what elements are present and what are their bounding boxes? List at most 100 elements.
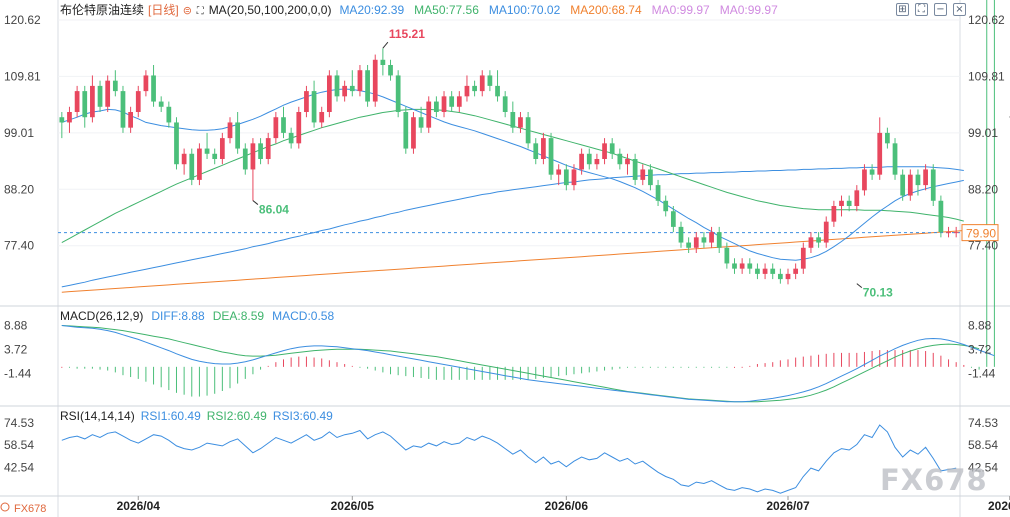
last-price-label: 79.90 xyxy=(966,227,996,241)
candle-body xyxy=(349,85,355,92)
macd-diff-line xyxy=(61,325,995,403)
candle-body xyxy=(403,112,409,149)
panel-toolbar: ⊞ ⛶ − × xyxy=(896,3,966,16)
rsi-tick-left: 74.53 xyxy=(4,416,34,430)
candle-body xyxy=(854,190,860,206)
fullscreen-icon[interactable]: ⛶ xyxy=(915,3,928,16)
candle-body xyxy=(342,85,348,97)
price-tick-left: 77.40 xyxy=(4,239,34,253)
price-tick-right: 77.40 xyxy=(968,239,998,253)
candle-body xyxy=(288,132,294,144)
candle-body xyxy=(281,117,286,133)
candle-body xyxy=(143,75,149,92)
macd-value-2: MACD:0.58 xyxy=(272,309,334,323)
candle-body xyxy=(441,96,447,112)
candle-body xyxy=(97,85,103,107)
candle-body xyxy=(472,85,477,92)
ma20-line xyxy=(61,88,964,261)
candle-body xyxy=(541,138,546,159)
candle-body xyxy=(701,237,707,243)
macd-value-0: DIFF:8.88 xyxy=(151,309,205,323)
candle-body xyxy=(632,159,638,180)
candle-body xyxy=(800,247,806,269)
rsi-tick-right: 58.54 xyxy=(968,438,998,452)
candle-body xyxy=(197,148,202,180)
candle-body xyxy=(693,237,699,248)
annotation-high: 115.21 xyxy=(389,27,425,41)
candle-body xyxy=(678,226,684,243)
candle-body xyxy=(625,159,630,165)
ma-label: MA(20,50,100,200,0,0) xyxy=(209,3,332,17)
candle-body xyxy=(395,75,401,112)
candle-body xyxy=(770,268,776,274)
candle-body xyxy=(579,153,584,170)
candle-body xyxy=(189,153,195,180)
candle-body xyxy=(411,117,416,149)
candle-body xyxy=(365,70,370,102)
price-tick-left: 120.62 xyxy=(4,13,41,27)
candle-body xyxy=(732,263,737,269)
rsi-tick-right: 42.54 xyxy=(968,460,998,474)
candle-body xyxy=(808,237,814,248)
candle-body xyxy=(296,112,302,144)
expand-icon[interactable]: ⊞ xyxy=(896,3,909,16)
macd-tick-right: -1.44 xyxy=(968,367,996,381)
close-icon[interactable]: × xyxy=(953,3,966,16)
candle-body xyxy=(594,159,600,165)
macd-dea-line xyxy=(61,325,980,403)
candle-body xyxy=(181,153,187,165)
candle-body xyxy=(563,169,569,186)
candle-body xyxy=(885,132,890,144)
candle-body xyxy=(158,101,164,107)
candle-body xyxy=(265,138,271,159)
watermark-logo: FX678 xyxy=(880,463,988,497)
annotation-leader xyxy=(252,200,259,205)
candle-body xyxy=(900,174,906,196)
candle-body xyxy=(227,122,233,139)
candle-body xyxy=(602,143,607,159)
candle-body xyxy=(105,80,111,107)
candle-body xyxy=(869,169,875,175)
price-tick-left: 99.01 xyxy=(4,126,34,140)
candle-body xyxy=(250,143,256,170)
candle-body xyxy=(166,106,172,123)
price-tick-right: 109.81 xyxy=(968,69,1005,83)
macd-tick-left: 8.88 xyxy=(4,319,28,333)
candle-body xyxy=(426,101,432,128)
candle-body xyxy=(212,153,218,159)
candle-body xyxy=(418,117,424,128)
macd-tick-right: 8.88 xyxy=(968,319,992,333)
candle-body xyxy=(479,75,485,92)
last-price-box xyxy=(961,224,999,242)
footer-brand: FX678 xyxy=(14,503,46,515)
candle-body xyxy=(586,153,592,165)
candle-body xyxy=(242,148,248,170)
candle-body xyxy=(204,148,210,154)
rsi-line xyxy=(61,424,957,494)
rsi-tick-left: 42.54 xyxy=(4,460,34,474)
candles-layer[interactable] xyxy=(59,48,959,285)
x-axis-label: 2026/06 xyxy=(545,499,589,513)
candle-body xyxy=(777,273,783,280)
ma-value-0: MA20:92.39 xyxy=(339,3,404,17)
candle-body xyxy=(487,75,493,86)
candle-body xyxy=(510,112,516,128)
minimize-icon[interactable]: − xyxy=(934,3,947,16)
annotation-low: 70.13 xyxy=(863,286,893,300)
rsi-tick-right: 74.53 xyxy=(968,416,998,430)
candle-body xyxy=(831,206,837,222)
candle-body xyxy=(823,221,829,243)
x-axis-label: 2026/07 xyxy=(766,499,810,513)
rsi-label: RSI(14,14,14) xyxy=(60,409,135,423)
rsi-tick-left: 58.54 xyxy=(4,438,34,452)
candle-body xyxy=(235,122,241,149)
x-axis-label: 2026/08 xyxy=(988,499,1010,513)
candle-body xyxy=(938,200,944,233)
candle-body xyxy=(907,174,913,196)
candle-body xyxy=(816,237,821,243)
candle-body xyxy=(571,169,577,186)
candle-body xyxy=(311,91,317,123)
candle-body xyxy=(67,112,72,123)
candle-body xyxy=(326,75,332,112)
